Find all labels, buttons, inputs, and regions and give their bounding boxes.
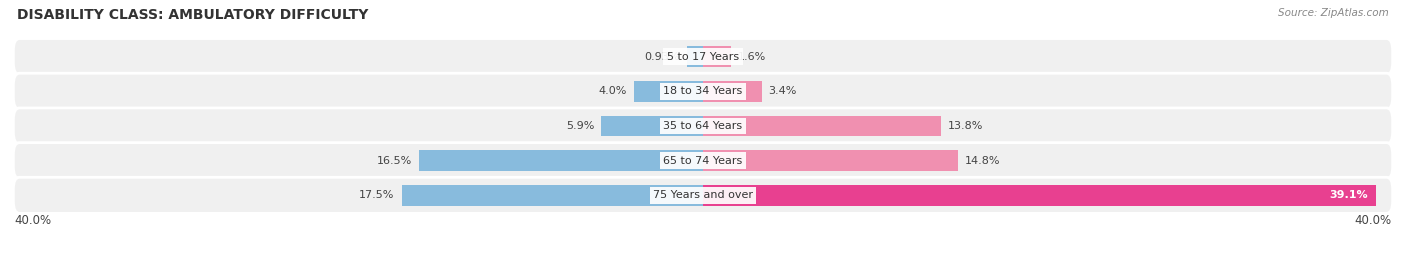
Text: 5.9%: 5.9%: [567, 121, 595, 131]
Text: DISABILITY CLASS: AMBULATORY DIFFICULTY: DISABILITY CLASS: AMBULATORY DIFFICULTY: [17, 8, 368, 22]
Text: 0.93%: 0.93%: [645, 52, 681, 62]
Bar: [703, 81, 762, 102]
Text: 35 to 64 Years: 35 to 64 Years: [664, 121, 742, 131]
Bar: [703, 185, 1376, 206]
Text: 40.0%: 40.0%: [14, 214, 51, 228]
Text: 3.4%: 3.4%: [769, 86, 797, 96]
Bar: [602, 116, 703, 136]
Text: 16.5%: 16.5%: [377, 156, 412, 166]
Text: 1.6%: 1.6%: [738, 52, 766, 62]
Bar: [703, 46, 731, 67]
Bar: [634, 81, 703, 102]
Text: 40.0%: 40.0%: [1355, 214, 1392, 228]
Text: 4.0%: 4.0%: [599, 86, 627, 96]
FancyBboxPatch shape: [14, 177, 1392, 213]
FancyBboxPatch shape: [14, 108, 1392, 144]
Text: 5 to 17 Years: 5 to 17 Years: [666, 52, 740, 62]
FancyBboxPatch shape: [14, 39, 1392, 75]
Text: 13.8%: 13.8%: [948, 121, 983, 131]
Text: 18 to 34 Years: 18 to 34 Years: [664, 86, 742, 96]
Text: 39.1%: 39.1%: [1329, 190, 1368, 200]
FancyBboxPatch shape: [14, 73, 1392, 109]
Text: 17.5%: 17.5%: [360, 190, 395, 200]
Bar: [703, 116, 941, 136]
Bar: [402, 185, 703, 206]
Bar: [419, 150, 703, 171]
FancyBboxPatch shape: [14, 143, 1392, 179]
Text: 75 Years and over: 75 Years and over: [652, 190, 754, 200]
Bar: [703, 150, 957, 171]
Bar: [688, 46, 703, 67]
Text: 14.8%: 14.8%: [965, 156, 1000, 166]
Text: Source: ZipAtlas.com: Source: ZipAtlas.com: [1278, 8, 1389, 18]
Text: 65 to 74 Years: 65 to 74 Years: [664, 156, 742, 166]
